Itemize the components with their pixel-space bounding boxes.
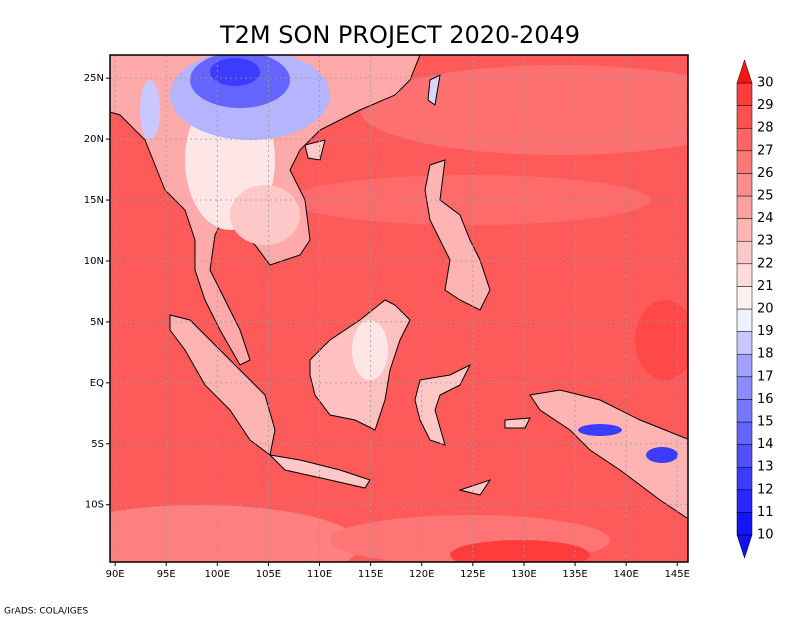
colorbar-segment	[736, 489, 753, 513]
lon-tick-label: 140E	[613, 569, 638, 580]
colorbar-segment	[736, 444, 753, 468]
lon-tick-label: 120E	[409, 569, 434, 580]
colorbar-label: 22	[757, 256, 774, 271]
credit: GrADS: COLA/IGES	[4, 607, 88, 617]
colorbar-label: 26	[757, 166, 774, 181]
lon-tick-label: 115E	[358, 569, 383, 580]
colorbar-segment	[736, 466, 753, 491]
lat-tick-label: 20N	[84, 134, 104, 145]
lon-tick-label: 125E	[460, 569, 485, 580]
colorbar-label: 15	[757, 415, 774, 430]
colorbar-segment	[736, 218, 753, 242]
colorbar-label: 13	[757, 460, 774, 475]
lon-tick-label: 95E	[157, 569, 176, 580]
lon-tick-label: 135E	[562, 569, 587, 580]
lon-tick-label: 90E	[106, 569, 125, 580]
lon-tick-label: 145E	[665, 569, 690, 580]
lat-tick-label: 5N	[90, 317, 104, 328]
title: T2M SON PROJECT 2020-2049	[219, 21, 580, 49]
lon-tick-label: 110E	[307, 569, 332, 580]
colorbar-segment	[736, 331, 753, 355]
colorbar-label: 20	[757, 302, 774, 317]
colorbar-segment	[736, 127, 753, 152]
colorbar-high-triangle	[736, 59, 753, 84]
colorbar-segment	[736, 263, 753, 287]
colorbar-label: 10	[757, 528, 774, 543]
colorbar-segment	[736, 150, 753, 174]
colorbar-segment	[736, 376, 753, 400]
colorbar-label: 19	[757, 324, 774, 339]
colorbar-segment	[736, 195, 753, 219]
colorbar-label: 17	[757, 369, 774, 384]
colorbar-label: 23	[757, 234, 774, 249]
colorbar-label: 12	[757, 482, 774, 497]
colorbar-segment	[736, 399, 753, 423]
lat-tick-label: EQ	[90, 378, 104, 389]
colorbar-segment	[736, 105, 753, 129]
lat-tick-label: 15N	[84, 195, 104, 206]
colorbar-segment	[736, 353, 753, 378]
colorbar-label: 11	[757, 505, 774, 520]
lat-tick-label: 10N	[84, 256, 104, 267]
colorbar-segment	[736, 308, 753, 332]
lon-tick-label: 105E	[256, 569, 281, 580]
colorbar-label: 25	[757, 189, 774, 204]
colorbar-label: 28	[757, 121, 774, 136]
colorbar-label: 29	[757, 98, 774, 113]
lat-tick-label: 5S	[91, 439, 104, 450]
colorbar-segment	[736, 421, 753, 445]
colorbar-label: 16	[757, 392, 774, 407]
colorbar-segment	[736, 82, 753, 106]
lon-tick-label: 130E	[511, 569, 536, 580]
colorbar-segment	[736, 286, 753, 310]
colorbar-label: 21	[757, 279, 774, 294]
colorbar-low-triangle	[736, 534, 753, 559]
lat-tick-label: 25N	[84, 73, 104, 84]
colorbar-label: 18	[757, 347, 774, 362]
colorbar-segment	[736, 512, 753, 536]
colorbar-label: 24	[757, 211, 774, 226]
lon-tick-label: 100E	[205, 569, 230, 580]
colorbar-segment	[736, 173, 753, 197]
colorbar-segment	[736, 240, 753, 265]
temperature-field	[110, 55, 688, 562]
colorbar-label: 14	[757, 437, 774, 452]
colorbar-label: 27	[757, 143, 774, 158]
lat-tick-label: 10S	[85, 500, 104, 511]
plot-frame	[109, 54, 689, 563]
colorbar-label: 30	[757, 76, 774, 91]
